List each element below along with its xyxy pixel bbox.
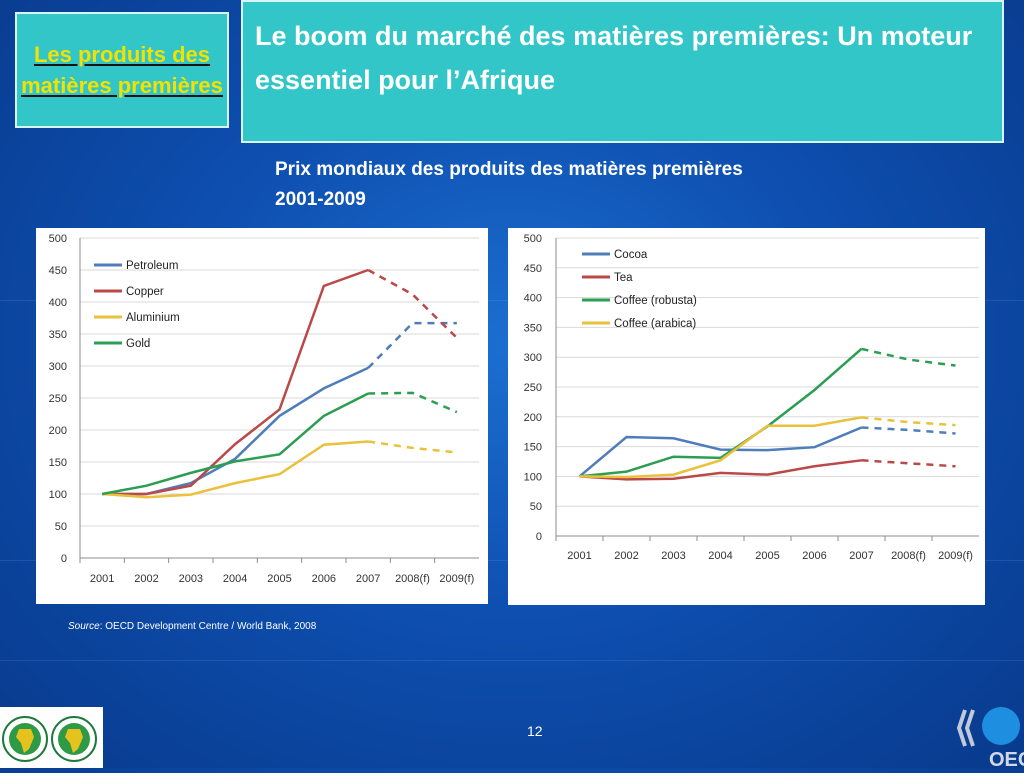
y-tick-label: 200: [49, 425, 67, 437]
y-tick-label: 400: [49, 297, 67, 309]
source-label: Source: [68, 621, 100, 632]
series-forecast-petroleum: [367, 321, 457, 369]
chart-metals: 0 50 100 150 200 250 300 350 400 450 500 2001 2002 20…: [49, 233, 479, 585]
series-line-tea: [579, 459, 862, 481]
page-number: 12: [527, 723, 543, 739]
x-tick-label: 2009(f): [439, 573, 474, 585]
y-tick-label: 450: [524, 263, 542, 275]
series-forecast-coffee-arabica: [861, 416, 956, 427]
afdb-logo: [0, 707, 103, 768]
afdb-logo-icon: [2, 716, 97, 762]
chart-agricultural: 0 50 100 150 200 250 300 350 400 450 500 2001 2002 20…: [524, 233, 979, 562]
series-forecast-cocoa: [861, 426, 956, 435]
oecd-logo: OECD: [955, 702, 1024, 771]
section-label-box: Les produits des matières premières: [15, 12, 229, 128]
y-tick-label: 450: [49, 265, 67, 277]
chart-panel-metals: 0 50 100 150 200 250 300 350 400 450 500 2001 2002 20…: [36, 228, 488, 604]
x-tick-label: 2009(f): [938, 550, 973, 562]
series-forecast-coffee-robusta: [861, 347, 956, 367]
x-tick-label: 2001: [567, 550, 591, 562]
series-line-coffee-robusta: [579, 347, 863, 478]
y-tick-label: 350: [524, 322, 542, 334]
y-tick-label: 400: [524, 293, 542, 305]
y-tick-label: 300: [49, 361, 67, 373]
y-tick-label: 300: [524, 352, 542, 364]
legend-label: Coffee (robusta): [614, 295, 697, 307]
source-text: : OECD Development Centre / World Bank, …: [99, 621, 317, 632]
y-tick-label: 200: [524, 412, 542, 424]
x-tick-label: 2008(f): [891, 550, 926, 562]
legend-label: Gold: [126, 338, 150, 350]
chart-heading: Prix mondiaux des produits des matières …: [275, 155, 743, 215]
series-line-petroleum: [102, 366, 369, 496]
series-line-copper: [102, 268, 369, 496]
chart-panel-agricultural: 0 50 100 150 200 250 300 350 400 450 500 2001 2002 20…: [508, 228, 985, 605]
series-line-coffee-arabica: [579, 416, 862, 479]
x-tick-label: 2003: [661, 550, 685, 562]
y-tick-label: 50: [55, 521, 67, 533]
x-tick-label: 2007: [849, 550, 873, 562]
x-tick-label: 2006: [802, 550, 826, 562]
legend-label: Tea: [614, 272, 633, 284]
oecd-logo-text: OECD: [989, 749, 1024, 768]
y-tick-label: 250: [524, 382, 542, 394]
series-forecast-gold: [368, 391, 458, 414]
y-tick-label: 0: [61, 553, 67, 565]
y-tick-label: 100: [524, 471, 542, 483]
series-line-cocoa: [578, 426, 862, 478]
x-tick-label: 2005: [755, 550, 779, 562]
y-tick-label: 150: [524, 442, 542, 454]
x-tick-label: 2002: [134, 573, 158, 585]
source-note: Source: OECD Development Centre / World …: [68, 621, 316, 632]
x-tick-label: 2006: [312, 573, 336, 585]
series-line-aluminium: [102, 440, 369, 499]
y-tick-label: 350: [49, 329, 67, 341]
x-tick-label: 2004: [708, 550, 732, 562]
oecd-logo-icon: OECD: [956, 707, 1024, 771]
y-tick-label: 100: [49, 489, 67, 501]
x-tick-label: 2003: [179, 573, 203, 585]
x-tick-label: 2004: [223, 573, 247, 585]
y-tick-label: 50: [530, 501, 542, 513]
series-forecast-copper: [367, 268, 458, 339]
x-tick-label: 2008(f): [395, 573, 430, 585]
x-tick-label: 2007: [356, 573, 380, 585]
x-tick-label: 2002: [614, 550, 638, 562]
x-tick-label: 2001: [90, 573, 114, 585]
chart-heading-line2: 2001-2009: [275, 189, 366, 210]
legend-label: Petroleum: [126, 260, 178, 272]
section-label: Les produits des matières premières: [21, 42, 223, 98]
x-tick-label: 2005: [267, 573, 291, 585]
y-tick-label: 500: [49, 233, 67, 245]
slide-title-box: Le boom du marché des matières premières…: [241, 0, 1004, 143]
legend-label: Copper: [126, 286, 164, 298]
legend-label: Coffee (arabica): [614, 318, 696, 330]
y-tick-label: 0: [536, 531, 542, 543]
series-line-gold: [101, 392, 369, 496]
y-tick-label: 250: [49, 393, 67, 405]
legend-label: Cocoa: [614, 249, 648, 261]
chart-heading-line1: Prix mondiaux des produits des matières …: [275, 159, 743, 180]
slide-title: Le boom du marché des matières premières…: [255, 21, 973, 95]
y-tick-label: 150: [49, 457, 67, 469]
background-line: [0, 660, 1024, 661]
y-tick-label: 500: [524, 233, 542, 245]
series-forecast-aluminium: [367, 440, 457, 454]
legend-label: Aluminium: [126, 312, 180, 324]
series-forecast-tea: [861, 459, 956, 468]
